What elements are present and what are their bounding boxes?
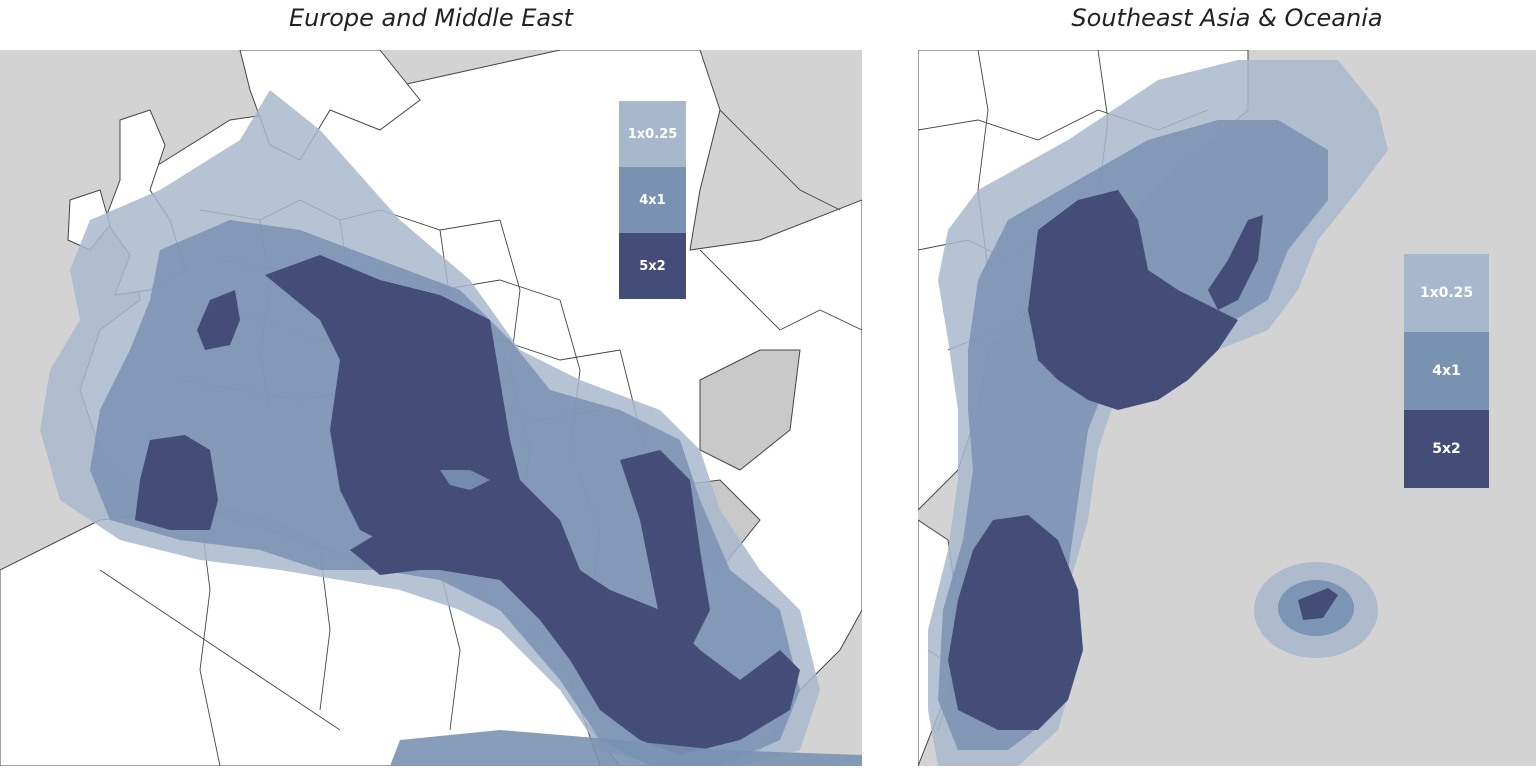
coverage-island-dark: [1298, 588, 1338, 620]
coverage-europe-dark-3: [135, 435, 218, 530]
coverage-asia-dark-1: [1028, 190, 1238, 410]
coverage-europe-dark-2: [620, 450, 710, 650]
coverage-europe-dark-4: [197, 290, 240, 350]
asia-map-svg: [918, 50, 1388, 766]
coverage-asia-dark-2: [1208, 215, 1263, 310]
legend-item-mid: 4x1: [1404, 332, 1489, 410]
legend-item-dark: 5x2: [619, 233, 686, 299]
coverage-europe-dark-5: [350, 490, 560, 575]
map-title-asia: Southeast Asia & Oceania: [1071, 4, 1383, 32]
legend-item-dark: 5x2: [1404, 410, 1489, 488]
adriatic-sea: [440, 470, 490, 490]
map-title-europe: Europe and Middle East: [288, 4, 574, 32]
europe-map-svg: [0, 50, 862, 766]
coverage-asia-dark-3: [948, 515, 1083, 730]
map-europe-middle-east: [0, 50, 862, 766]
coverage-europe-dark-1: [265, 255, 800, 755]
legend-item-light: 1x0.25: [619, 101, 686, 167]
legend-europe: 1x0.25 4x1 5x2: [619, 101, 686, 299]
legend-item-light: 1x0.25: [1404, 254, 1489, 332]
legend-asia: 1x0.25 4x1 5x2: [1404, 254, 1489, 488]
legend-item-mid: 4x1: [619, 167, 686, 233]
map-southeast-asia-oceania: [918, 50, 1536, 766]
coverage-europe-bottom: [390, 730, 862, 766]
